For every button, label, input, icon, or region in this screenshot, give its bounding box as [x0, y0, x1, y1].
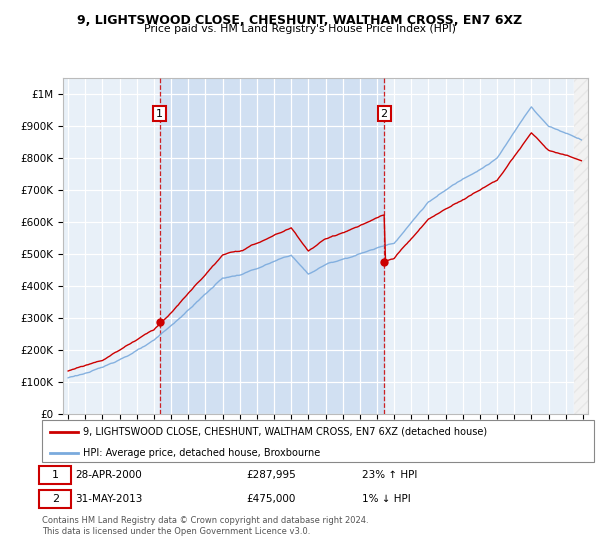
- Text: HPI: Average price, detached house, Broxbourne: HPI: Average price, detached house, Brox…: [83, 448, 320, 458]
- Text: 31-MAY-2013: 31-MAY-2013: [75, 494, 142, 504]
- Bar: [574, 78, 588, 414]
- Bar: [574, 78, 588, 414]
- Text: 1: 1: [156, 109, 163, 119]
- FancyBboxPatch shape: [39, 490, 71, 508]
- Text: £475,000: £475,000: [246, 494, 296, 504]
- Text: £287,995: £287,995: [246, 470, 296, 480]
- Text: Price paid vs. HM Land Registry's House Price Index (HPI): Price paid vs. HM Land Registry's House …: [144, 24, 456, 34]
- Text: 28-APR-2000: 28-APR-2000: [75, 470, 142, 480]
- Bar: [160, 78, 384, 414]
- Text: 1% ↓ HPI: 1% ↓ HPI: [362, 494, 411, 504]
- Text: 2: 2: [380, 109, 388, 119]
- Text: 9, LIGHTSWOOD CLOSE, CHESHUNT, WALTHAM CROSS, EN7 6XZ: 9, LIGHTSWOOD CLOSE, CHESHUNT, WALTHAM C…: [77, 14, 523, 27]
- FancyBboxPatch shape: [39, 466, 71, 484]
- Text: 9, LIGHTSWOOD CLOSE, CHESHUNT, WALTHAM CROSS, EN7 6XZ (detached house): 9, LIGHTSWOOD CLOSE, CHESHUNT, WALTHAM C…: [83, 427, 488, 437]
- Text: Contains HM Land Registry data © Crown copyright and database right 2024.
This d: Contains HM Land Registry data © Crown c…: [42, 516, 368, 536]
- Text: 2: 2: [52, 494, 59, 504]
- Text: 23% ↑ HPI: 23% ↑ HPI: [362, 470, 418, 480]
- Text: 1: 1: [52, 470, 59, 480]
